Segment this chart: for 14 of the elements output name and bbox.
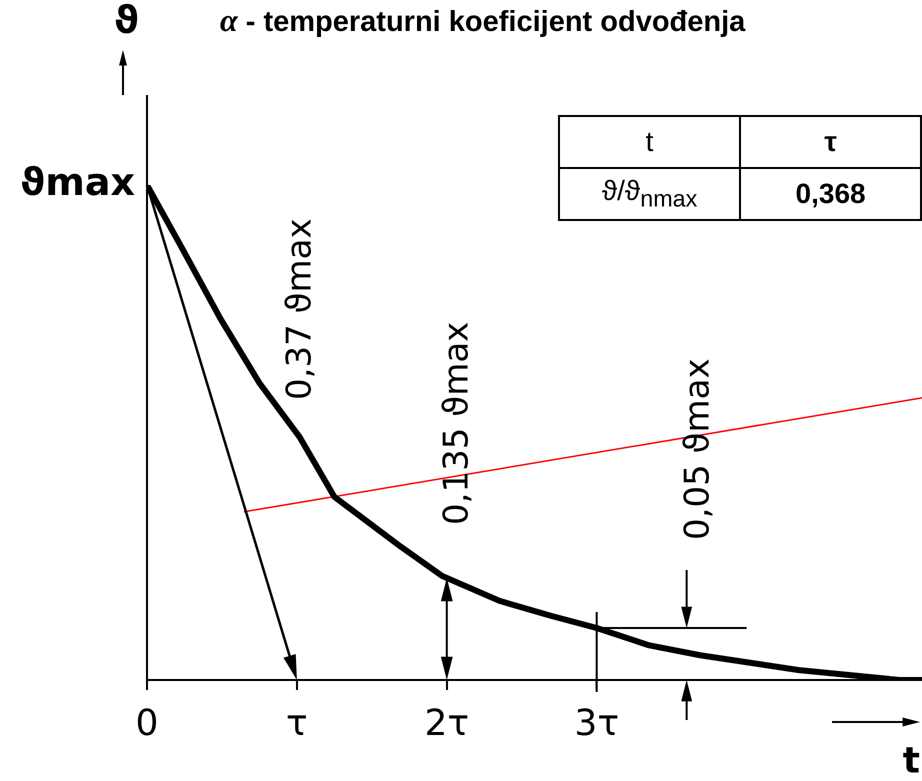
annotation: 0,368 bbox=[740, 168, 921, 220]
annotation: 0,37 ϑmax bbox=[280, 218, 320, 400]
x-tick-label: 2τ bbox=[424, 702, 470, 744]
x-tick-label: 3τ bbox=[574, 702, 619, 744]
table: t τ ϑ/ϑ$_{nmax}$ 0,368 bbox=[558, 115, 922, 221]
annotation: 0,135 ϑmax bbox=[436, 322, 477, 525]
y-axis-title: ϑ bbox=[114, 0, 139, 42]
annotation: 0,05 ϑmax bbox=[678, 358, 718, 540]
x-tick-label: 0 bbox=[136, 702, 158, 744]
x-axis-title: t bbox=[902, 740, 920, 781]
annotation: ϑ/ϑ$_{nmax}$ bbox=[559, 168, 740, 220]
chart-title: α - temperaturni koeficijent odvođenja bbox=[220, 2, 746, 39]
text: ϑmax bbox=[20, 160, 135, 204]
x-tick-label: τ bbox=[286, 702, 308, 744]
